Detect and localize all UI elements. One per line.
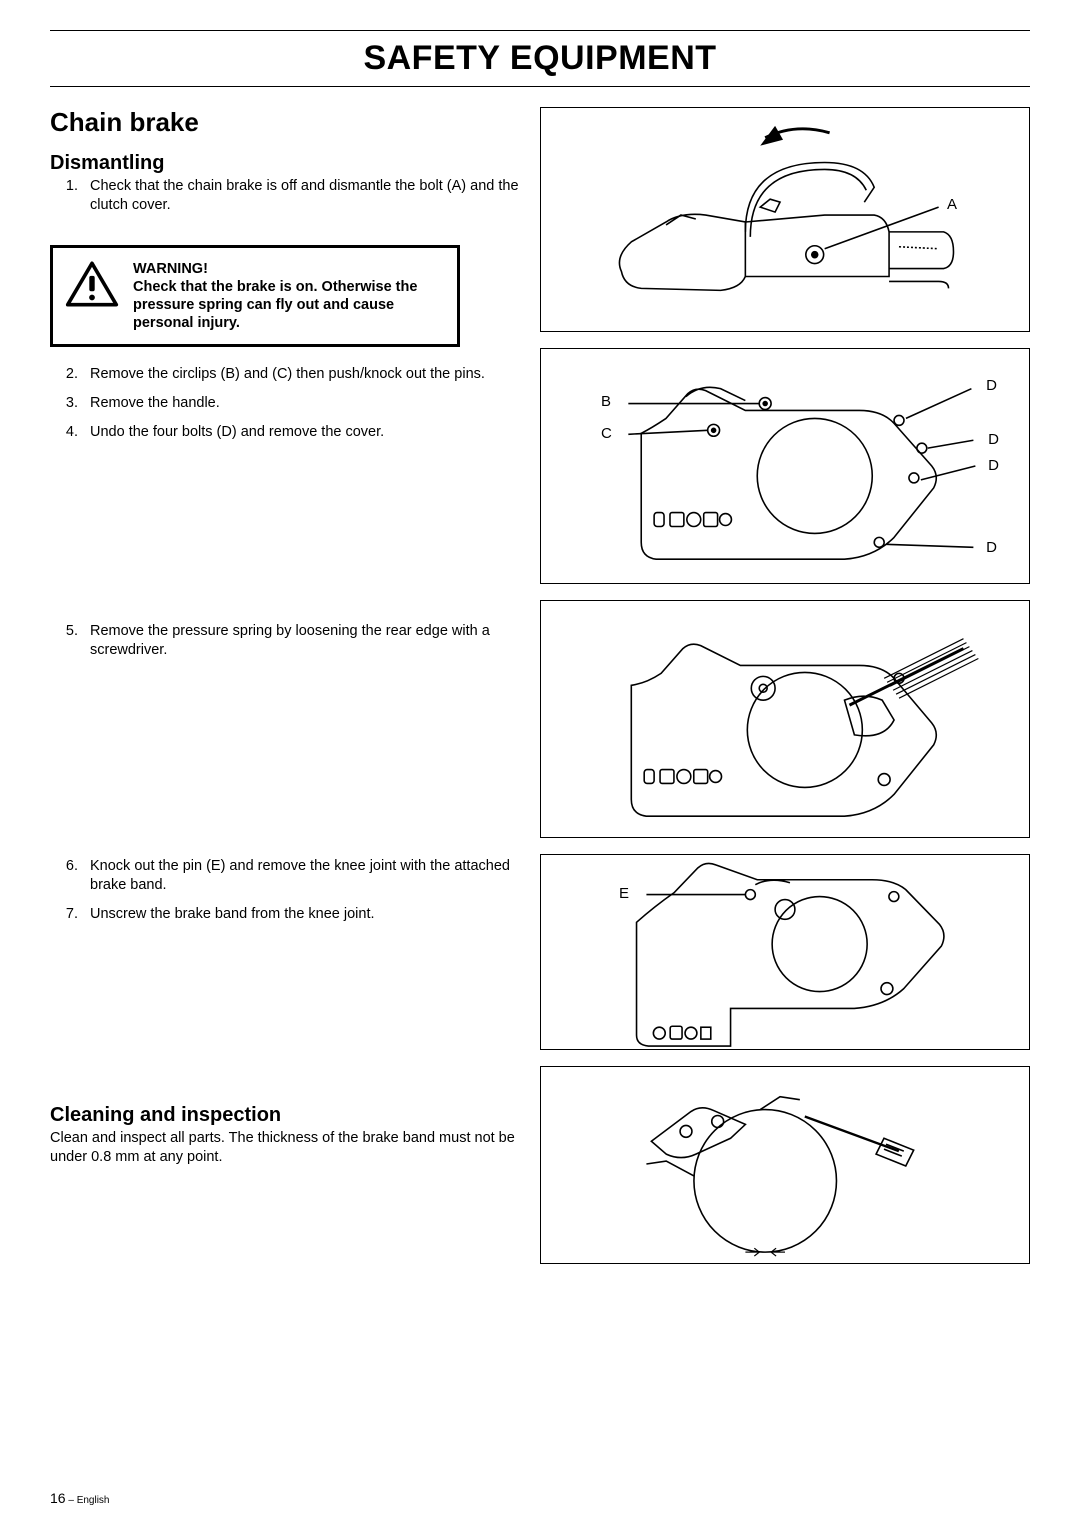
figure-3	[540, 600, 1030, 838]
page-lang: – English	[66, 1495, 110, 1506]
cleaning-text: Clean and inspect all parts. The thickne…	[50, 1129, 520, 1167]
section-heading: Chain brake	[50, 107, 520, 138]
step-2: Remove the circlips (B) and (C) then pus…	[82, 365, 520, 384]
content-columns: Chain brake Dismantling Check that the c…	[50, 107, 1030, 1264]
spacer	[50, 934, 520, 1104]
label-C: C	[601, 425, 612, 442]
warning-heading: WARNING!	[133, 261, 208, 277]
label-D3: D	[988, 457, 999, 474]
step-3: Remove the handle.	[82, 394, 520, 413]
left-column: Chain brake Dismantling Check that the c…	[50, 107, 520, 1264]
warning-text: WARNING! Check that the brake is on. Oth…	[133, 260, 443, 333]
figure-5	[540, 1066, 1030, 1264]
label-D2: D	[988, 431, 999, 448]
rule-bottom	[50, 86, 1030, 87]
steps-list-2: Remove the circlips (B) and (C) then pus…	[50, 365, 520, 442]
step-7: Unscrew the brake band from the knee joi…	[82, 905, 520, 924]
warning-box: WARNING! Check that the brake is on. Oth…	[50, 245, 460, 348]
step-5: Remove the pressure spring by loosening …	[82, 622, 520, 660]
label-D1: D	[986, 377, 997, 394]
warning-body: Check that the brake is on. Otherwise th…	[133, 279, 417, 331]
subsection-dismantling: Dismantling	[50, 152, 520, 175]
figure-4: E	[540, 854, 1030, 1050]
step-1: Check that the chain brake is off and di…	[82, 177, 520, 215]
page-number: 16	[50, 1490, 66, 1506]
label-D4: D	[986, 539, 997, 556]
page-footer: 16 – English	[50, 1490, 110, 1506]
steps-list-3: Remove the pressure spring by loosening …	[50, 622, 520, 660]
subsection-cleaning: Cleaning and inspection	[50, 1104, 520, 1127]
spacer	[50, 669, 520, 857]
spacer	[50, 452, 520, 622]
page-title: SAFETY EQUIPMENT	[50, 39, 1030, 78]
label-B: B	[601, 393, 611, 410]
label-A: A	[947, 196, 957, 213]
figure-2: B C D D D D	[540, 348, 1030, 584]
steps-list-1: Check that the chain brake is off and di…	[50, 177, 520, 215]
figure-1: A	[540, 107, 1030, 332]
step-6: Knock out the pin (E) and remove the kne…	[82, 857, 520, 895]
label-E: E	[619, 885, 629, 902]
right-column: A	[540, 107, 1030, 1264]
step-4: Undo the four bolts (D) and remove the c…	[82, 423, 520, 442]
steps-list-4: Knock out the pin (E) and remove the kne…	[50, 857, 520, 924]
warning-triangle-icon	[65, 260, 119, 313]
rule-top	[50, 30, 1030, 31]
